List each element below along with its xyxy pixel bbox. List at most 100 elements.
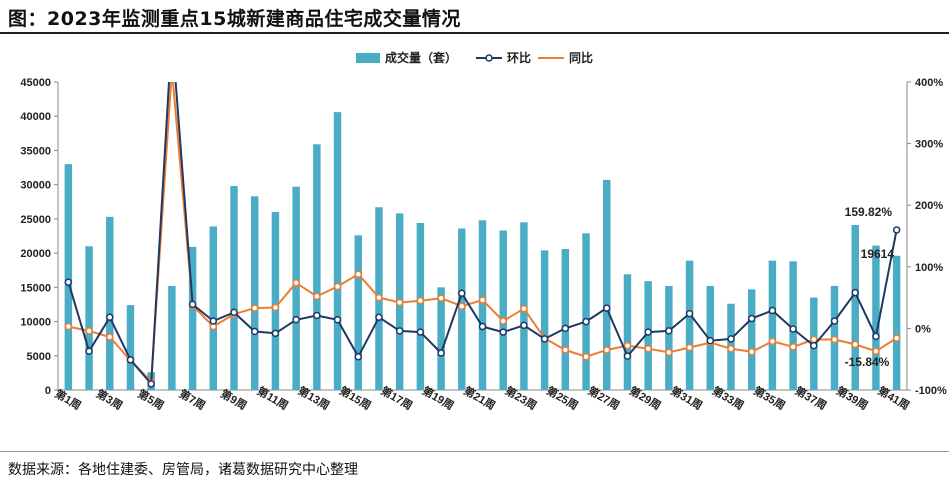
mom-point: [395, 327, 404, 335]
volume-data-label: 19614: [861, 247, 895, 261]
mom-point: [271, 329, 280, 338]
volume-bar: [499, 230, 507, 390]
mom-point: [706, 336, 715, 345]
mom-point: [685, 309, 694, 318]
title-divider: [0, 32, 949, 34]
volume-bar: [230, 186, 238, 390]
volume-bar: [250, 196, 259, 390]
chart-title: 图：2023年监测重点15城新建商品住宅成交量情况: [8, 8, 461, 30]
volume-bar: [416, 222, 425, 390]
mom-point: [375, 313, 383, 322]
mom-point: [250, 327, 259, 336]
yoy-point: [375, 293, 383, 302]
volume-bar: [188, 246, 197, 390]
mom-point: [582, 317, 590, 326]
yoy-point: [892, 334, 901, 342]
mom-point: [892, 226, 901, 234]
volume-bar: [292, 186, 300, 390]
volume-bar: [561, 249, 570, 390]
mom-point: [106, 313, 114, 322]
yoy-point: [416, 296, 425, 305]
mom-point: [437, 349, 445, 357]
volume-bar: [437, 287, 445, 390]
right-tick-label: 400%: [915, 77, 943, 89]
yoy-point: [685, 343, 694, 352]
volume-bar: [106, 216, 114, 390]
left-tick-label: 5000: [27, 351, 51, 363]
yoy-point: [520, 304, 528, 313]
legend-label: 同比: [569, 50, 593, 65]
yoy-point: [830, 335, 839, 344]
legend: 成交量（套） 环比 同比: [356, 50, 593, 65]
volume-bar: [354, 235, 362, 390]
right-tick-label: 0%: [915, 323, 931, 335]
mom-point: [85, 347, 93, 355]
volume-bar: [623, 274, 632, 390]
volume-bar: [271, 212, 280, 390]
yoy-point: [354, 270, 363, 278]
legend-label: 成交量（套）: [385, 50, 457, 65]
mom-data-label: 159.82%: [845, 205, 893, 219]
volume-bar: [603, 179, 611, 390]
volume-bar: [333, 112, 342, 391]
legend-label: 环比: [507, 50, 531, 65]
yoy-point: [768, 337, 777, 346]
left-tick-label: 45000: [20, 77, 51, 89]
mom-point: [188, 300, 197, 309]
mom-point: [520, 321, 528, 330]
mom-point: [499, 328, 507, 336]
right-tick-label: 100%: [915, 262, 943, 274]
mom-point: [313, 311, 321, 320]
mom-point: [789, 325, 797, 333]
mom-point: [458, 289, 466, 298]
yoy-point: [437, 294, 445, 302]
yoy-point: [106, 333, 114, 341]
yoy-point: [851, 340, 859, 349]
mom-point: [209, 317, 218, 325]
legend-bar-swatch: [356, 53, 380, 63]
volume-bar: [209, 226, 218, 390]
source-note: 数据来源：各地住建委、房管局，诸葛数据研究中心整理: [8, 462, 358, 478]
mom-point: [602, 304, 611, 312]
mom-point: [354, 352, 363, 361]
volume-bar: [892, 255, 901, 390]
mom-point: [644, 328, 652, 336]
left-tick-label: 25000: [20, 214, 51, 226]
left-tick-label: 30000: [20, 180, 51, 192]
yoy-point: [395, 298, 404, 307]
yoy-point: [582, 352, 590, 361]
volume-bar: [872, 245, 880, 390]
line-series: [64, 82, 901, 388]
mom-point: [333, 316, 342, 324]
mom-point: [478, 322, 487, 331]
yoy-point: [747, 348, 756, 356]
mom-point: [230, 308, 238, 317]
yoy-point: [789, 343, 797, 351]
yoy-point: [665, 348, 673, 357]
volume-bar: [768, 260, 777, 390]
yoy-point: [458, 302, 466, 310]
yoy-point: [478, 296, 487, 304]
yoy-point: [64, 322, 73, 331]
yoy-point: [85, 327, 93, 335]
volume-bar: [85, 246, 93, 390]
volume-bar: [313, 144, 321, 390]
mom-point: [810, 341, 818, 350]
yoy-point: [250, 304, 259, 312]
volume-bar: [64, 164, 73, 390]
yoy-point: [727, 344, 735, 353]
volume-bar: [851, 225, 859, 390]
yoy-point: [872, 347, 880, 355]
volume-bar: [665, 285, 673, 390]
mom-point: [727, 335, 735, 343]
yoy-point: [271, 303, 280, 312]
mom-point: [665, 327, 673, 335]
right-tick-label: 200%: [915, 200, 943, 212]
mom-point: [561, 324, 570, 333]
mom-point: [416, 328, 425, 336]
yoy-point: [333, 282, 342, 291]
yoy-point: [561, 346, 570, 354]
yoy-point: [644, 344, 652, 353]
volume-bar: [582, 233, 590, 390]
yoy-point: [602, 346, 611, 354]
